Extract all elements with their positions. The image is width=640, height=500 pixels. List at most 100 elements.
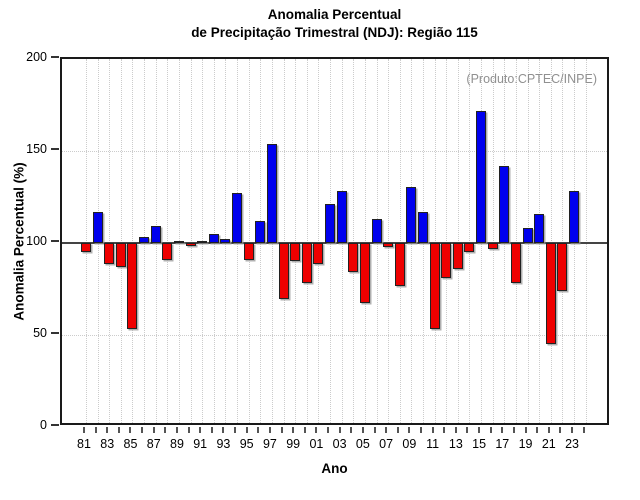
bar-2009 xyxy=(406,186,417,243)
vertical-gridline xyxy=(167,59,169,423)
vertical-gridline xyxy=(364,59,366,423)
horizontal-gridline xyxy=(62,335,607,336)
bar-2006 xyxy=(371,219,382,243)
y-tick-label: 200 xyxy=(26,50,47,64)
vertical-gridline xyxy=(295,59,297,423)
x-tick xyxy=(175,427,178,433)
y-tick xyxy=(51,240,59,242)
x-tick-label: 07 xyxy=(379,437,394,451)
vertical-gridline xyxy=(388,59,390,423)
y-tick xyxy=(51,332,59,334)
x-tick xyxy=(350,427,353,433)
vertical-gridline xyxy=(469,59,471,423)
vertical-gridline xyxy=(120,59,122,423)
bar-2022 xyxy=(557,243,568,291)
x-tick xyxy=(268,427,271,433)
x-tick-label: 91 xyxy=(193,437,208,451)
x-tick-label: 99 xyxy=(286,437,301,451)
x-tick xyxy=(152,427,155,433)
vertical-gridline xyxy=(306,59,308,423)
x-tick-label: 95 xyxy=(239,437,254,451)
baseline-100-line xyxy=(62,242,607,244)
chart-title-line1: Anomalia Percentual xyxy=(267,7,402,22)
vertical-gridline xyxy=(492,59,494,423)
bar-2002 xyxy=(325,204,336,243)
bar-2004 xyxy=(348,243,359,273)
bar-2007 xyxy=(383,243,394,247)
x-tick-label: 09 xyxy=(402,437,417,451)
product-credit-label: (Produto:CPTEC/INPE) xyxy=(466,72,597,86)
x-tick xyxy=(443,427,446,433)
vertical-gridline xyxy=(446,59,448,423)
bar-2001 xyxy=(313,243,324,265)
bar-2000 xyxy=(301,243,312,284)
x-tick xyxy=(315,427,318,433)
x-tick xyxy=(396,427,399,433)
bar-1988 xyxy=(162,243,173,260)
bar-1999 xyxy=(290,243,301,262)
x-tick xyxy=(280,427,283,433)
bar-2016 xyxy=(487,243,498,250)
chart-title: Anomalia Percentual de Precipitação Trim… xyxy=(60,6,609,42)
y-tick-label: 100 xyxy=(26,234,47,248)
bar-2021 xyxy=(545,243,556,345)
x-tick-label: 87 xyxy=(146,437,161,451)
x-tick-label: 83 xyxy=(100,437,115,451)
x-tick xyxy=(210,427,213,433)
bar-1994 xyxy=(232,193,243,243)
vertical-gridline xyxy=(248,59,250,423)
x-tick xyxy=(571,427,574,433)
x-tick xyxy=(431,427,434,433)
y-tick-label: 50 xyxy=(33,326,47,340)
x-tick xyxy=(512,427,515,433)
x-tick xyxy=(129,427,132,433)
bar-2018 xyxy=(510,243,521,283)
x-tick-label: 93 xyxy=(216,437,231,451)
bar-2010 xyxy=(417,211,428,243)
x-tick xyxy=(489,427,492,433)
bar-2019 xyxy=(522,228,533,243)
chart-title-line2: de Precipitação Trimestral (NDJ): Região… xyxy=(191,25,478,40)
x-tick xyxy=(117,427,120,433)
vertical-gridline xyxy=(585,59,587,423)
x-tick xyxy=(547,427,550,433)
bar-2013 xyxy=(452,243,463,269)
bar-2003 xyxy=(336,191,347,243)
y-tick xyxy=(51,148,59,150)
bar-1997 xyxy=(266,143,277,243)
x-tick xyxy=(234,427,237,433)
x-tick xyxy=(94,427,97,433)
x-tick xyxy=(257,427,260,433)
bar-1984 xyxy=(115,243,126,267)
bar-1982 xyxy=(92,211,103,243)
x-tick xyxy=(408,427,411,433)
bar-1996 xyxy=(255,220,266,243)
bar-2011 xyxy=(429,243,440,329)
bar-2023 xyxy=(569,191,580,243)
x-tick xyxy=(199,427,202,433)
x-tick-label: 81 xyxy=(77,437,91,451)
bar-1998 xyxy=(278,243,289,300)
bar-1989 xyxy=(173,241,184,244)
x-tick-label: 01 xyxy=(309,437,324,451)
x-tick xyxy=(478,427,481,433)
x-tick-label: 19 xyxy=(518,437,533,451)
bar-1995 xyxy=(243,243,254,260)
x-tick xyxy=(385,427,388,433)
x-tick-label: 17 xyxy=(495,437,510,451)
vertical-gridline xyxy=(562,59,564,423)
x-tick xyxy=(187,427,190,433)
x-tick xyxy=(327,427,330,433)
vertical-gridline xyxy=(515,59,517,423)
x-tick xyxy=(303,427,306,433)
bar-2008 xyxy=(394,243,405,287)
vertical-gridline xyxy=(132,59,134,423)
bar-2017 xyxy=(499,165,510,243)
horizontal-gridline xyxy=(62,151,607,152)
bar-2005 xyxy=(359,243,370,303)
vertical-gridline xyxy=(86,59,87,423)
vertical-gridline xyxy=(550,59,552,423)
bar-1990 xyxy=(185,243,196,246)
bar-1985 xyxy=(127,243,138,330)
